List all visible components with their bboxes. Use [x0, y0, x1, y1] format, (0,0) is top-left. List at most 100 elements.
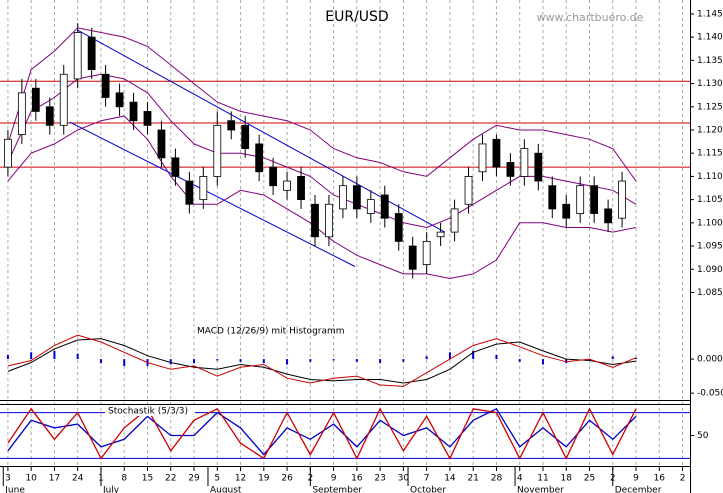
- panel-title: Stochastik (5/3/3): [108, 407, 188, 417]
- histogram-bar: [448, 352, 451, 360]
- trend-line: [69, 121, 356, 267]
- candle-body: [115, 92, 124, 108]
- x-tick-label: 9: [633, 474, 639, 484]
- histogram-bar: [541, 359, 544, 365]
- y-tick-label: 1.130: [697, 79, 723, 89]
- month-label: September: [312, 486, 362, 493]
- y-tick-label: 1.145: [697, 9, 723, 19]
- histogram-bar: [332, 359, 335, 361]
- x-tick-label: 7: [424, 474, 430, 484]
- histogram-bar: [588, 359, 591, 361]
- x-tick-label: 10: [25, 474, 37, 484]
- y-tick-label: -0.050: [697, 389, 723, 399]
- histogram-bar: [611, 356, 614, 360]
- y-tick-label: 50: [697, 431, 709, 441]
- x-tick-label: 16: [351, 474, 363, 484]
- candle-body: [157, 129, 166, 159]
- x-tick-label: 15: [142, 474, 153, 484]
- candle-body: [171, 157, 180, 177]
- y-tick-label: 1.105: [697, 195, 723, 205]
- plot: 1.085 1.090 1.095 1.100 1.105 1.110 1.115 1.120…: [0, 9, 723, 493]
- x-tick-label: 9: [331, 474, 337, 484]
- bollinger-lower: [7, 115, 637, 280]
- histogram-bar: [216, 359, 219, 361]
- chart-title: EUR/USD: [325, 9, 388, 25]
- candle-body: [450, 208, 459, 233]
- candle-body: [478, 143, 487, 173]
- candle-body: [17, 92, 26, 136]
- candle-body: [297, 176, 305, 201]
- stoch-k-line: [7, 407, 637, 460]
- y-tick-label: 1.135: [697, 56, 723, 66]
- histogram-bar: [99, 359, 102, 364]
- candle-body: [129, 101, 138, 122]
- histogram-bar: [355, 359, 358, 362]
- candle-body: [506, 162, 515, 177]
- x-tick-label: 17: [49, 474, 60, 484]
- candle-body: [311, 203, 319, 238]
- y-tick-label: 1.120: [697, 125, 723, 135]
- candle-body: [394, 213, 403, 242]
- candle-body: [59, 73, 68, 126]
- candle-body: [366, 199, 375, 214]
- month-label: December: [615, 486, 662, 493]
- candle-body: [87, 36, 96, 71]
- candle-body: [185, 180, 194, 205]
- x-tick-label: 19: [258, 474, 270, 484]
- panel-title: MACD (12/26/9) mit Histogramm: [197, 327, 345, 337]
- histogram-bar: [262, 359, 265, 364]
- histogram-bar: [518, 359, 521, 362]
- candle-body: [618, 180, 626, 219]
- x-tick-label: 14: [444, 474, 456, 484]
- candle-body: [31, 87, 40, 112]
- x-tick-label: 12: [235, 474, 246, 484]
- histogram-bar: [169, 359, 172, 365]
- candle-body: [380, 194, 389, 219]
- y-tick-label: 1.100: [697, 218, 723, 228]
- candle-body: [534, 152, 543, 182]
- y-tick-label: 1.140: [697, 33, 723, 43]
- month-label: June: [4, 486, 25, 493]
- x-tick-label: 11: [537, 474, 548, 484]
- y-tick-label: 1.110: [697, 172, 723, 182]
- y-tick-label: 1.095: [697, 242, 723, 252]
- x-tick-label: 18: [561, 474, 573, 484]
- candle-body: [604, 208, 613, 224]
- candle-body: [422, 241, 431, 266]
- histogram-bar: [379, 359, 382, 364]
- y-tick-label: 1.090: [697, 265, 723, 275]
- y-tick-label: 0.000: [697, 355, 723, 365]
- histogram-bar: [425, 356, 428, 360]
- candle-body: [213, 124, 222, 177]
- histogram-bar: [30, 352, 33, 360]
- x-tick-label: 30: [398, 474, 410, 484]
- candle-body: [325, 203, 333, 238]
- candle-body: [199, 176, 208, 201]
- histogram-bar: [193, 359, 196, 364]
- x-tick-label: 29: [188, 474, 200, 484]
- candle-body: [241, 124, 250, 149]
- signal-line: [7, 334, 637, 387]
- histogram-bar: [239, 359, 242, 362]
- y-tick-label: 1.115: [697, 149, 723, 159]
- candle-body: [283, 180, 291, 191]
- histogram-bar: [53, 350, 56, 360]
- y-tick-label: 1.085: [697, 288, 723, 298]
- histogram-bar: [402, 359, 405, 362]
- candle-body: [408, 245, 417, 270]
- candle-body: [255, 143, 264, 173]
- x-tick-label: 3: [5, 474, 11, 484]
- histogram-bar: [123, 359, 126, 366]
- histogram-bar: [76, 353, 79, 360]
- source: www.chartbuero.de: [537, 11, 644, 24]
- x-tick-label: 26: [281, 474, 293, 484]
- candle-body: [548, 185, 557, 210]
- candle-body: [101, 73, 110, 98]
- candle-body: [227, 120, 236, 131]
- x-tick-label: 4: [517, 474, 523, 484]
- x-tick-label: 16: [654, 474, 666, 484]
- x-tick-label: 8: [121, 474, 127, 484]
- histogram-bar: [472, 350, 475, 360]
- candle-body: [143, 111, 152, 126]
- candle-body: [492, 138, 501, 168]
